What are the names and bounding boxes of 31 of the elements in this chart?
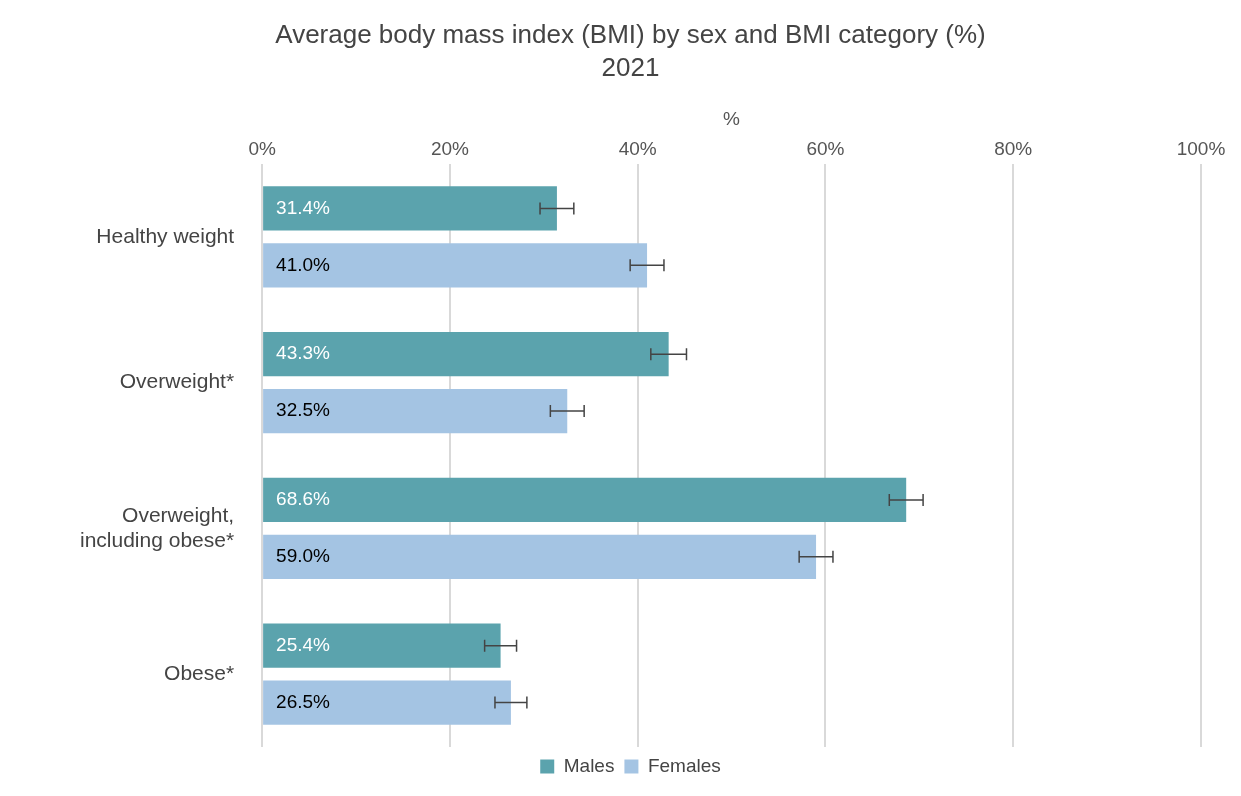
data-label: 41.0% (276, 253, 331, 275)
x-tick-label: 0% (248, 137, 276, 159)
y-tick-label: Healthy weight (96, 223, 235, 247)
data-label: 43.3% (276, 342, 331, 364)
data-label: 31.4% (276, 196, 331, 218)
x-tick-label: 40% (618, 137, 657, 159)
bar (263, 332, 669, 377)
chart-title: Average body mass index (BMI) by sex and BMI category (%) (275, 18, 986, 49)
chart-subtitle: 2021 (601, 51, 660, 82)
x-tick-label: 20% (430, 137, 470, 159)
data-label: 25.4% (276, 633, 331, 655)
bar (263, 477, 907, 523)
bar (263, 186, 557, 231)
x-tick-label: 80% (994, 137, 1033, 159)
bar (263, 623, 501, 668)
data-label: 32.5% (276, 399, 331, 421)
bar (263, 388, 568, 434)
x-axis-title: % (723, 108, 741, 130)
y-tick-label: Obese* (164, 660, 235, 684)
legend-label: Females (647, 754, 721, 776)
data-label: 68.6% (276, 488, 331, 510)
y-tick-label: Overweight* (119, 369, 235, 393)
bar (263, 680, 511, 725)
bar (263, 534, 817, 579)
data-label: 59.0% (276, 545, 331, 567)
data-label: 26.5% (276, 690, 331, 712)
y-tick-label: Overweight, including obese* (79, 502, 235, 551)
legend-label: Males (563, 754, 615, 776)
x-tick-label: 60% (806, 137, 845, 159)
x-tick-label: 100% (1176, 137, 1226, 159)
bar (263, 243, 648, 288)
